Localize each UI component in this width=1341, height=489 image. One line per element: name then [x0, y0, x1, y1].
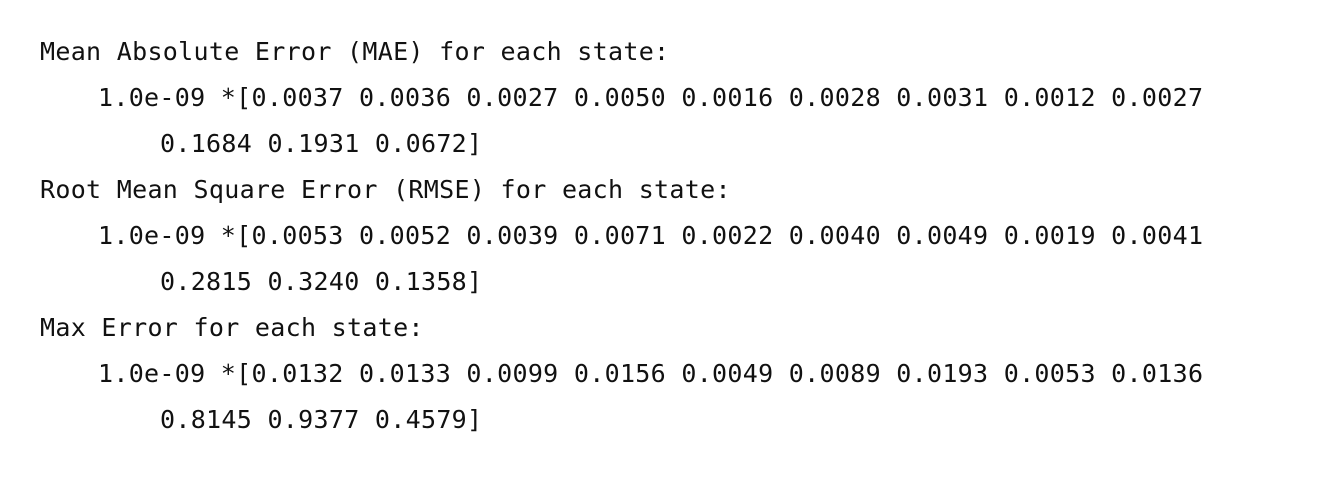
mae-values-continuation: 0.1684 0.1931 0.0672] — [160, 129, 483, 158]
rmse-values-line: 1.0e-09 *[0.0053 0.0052 0.0039 0.0071 0.… — [98, 221, 1204, 250]
mae-heading: Mean Absolute Error (MAE) for each state… — [40, 37, 670, 66]
max-error-values-line: 1.0e-09 *[0.0132 0.0133 0.0099 0.0156 0.… — [98, 359, 1204, 388]
rmse-heading: Root Mean Square Error (RMSE) for each s… — [40, 175, 731, 204]
rmse-values-continuation: 0.2815 0.3240 0.1358] — [160, 267, 483, 296]
max-error-heading: Max Error for each state: — [40, 313, 424, 342]
max-error-values-continuation: 0.8145 0.9377 0.4579] — [160, 405, 483, 434]
mae-values-line: 1.0e-09 *[0.0037 0.0036 0.0027 0.0050 0.… — [98, 83, 1204, 112]
